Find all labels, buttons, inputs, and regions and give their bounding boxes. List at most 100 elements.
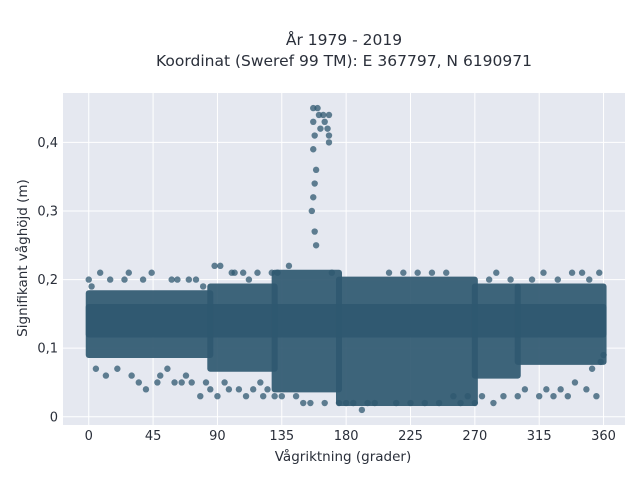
data-point bbox=[400, 269, 407, 276]
data-point bbox=[214, 392, 221, 400]
data-point bbox=[364, 399, 371, 407]
data-point bbox=[92, 365, 100, 372]
data-point bbox=[328, 269, 336, 276]
data-point bbox=[507, 276, 514, 283]
data-point bbox=[257, 379, 264, 386]
data-point bbox=[235, 386, 243, 393]
data-point bbox=[202, 379, 210, 386]
y-axis-label: Signifikant våghöjd (m) bbox=[14, 179, 31, 337]
data-point bbox=[325, 111, 333, 119]
data-point bbox=[307, 399, 314, 407]
data-point bbox=[320, 111, 327, 119]
data-point bbox=[125, 269, 132, 276]
data-point bbox=[325, 132, 333, 139]
point-cloud bbox=[85, 269, 607, 407]
data-point bbox=[211, 262, 218, 270]
x-tick-label: 225 bbox=[398, 429, 423, 444]
point-density-block bbox=[85, 304, 607, 338]
data-point bbox=[312, 166, 320, 174]
data-point bbox=[225, 386, 233, 393]
x-tick-label: 270 bbox=[462, 429, 487, 444]
data-point bbox=[321, 118, 328, 126]
data-point bbox=[174, 276, 181, 283]
y-tick-label: 0,2 bbox=[37, 273, 58, 288]
data-point bbox=[571, 379, 579, 386]
x-axis-ticks: 0 45 90 135 180 225 270 315 360 bbox=[85, 429, 616, 444]
data-point bbox=[342, 399, 350, 407]
data-point bbox=[135, 379, 142, 386]
data-point bbox=[260, 392, 267, 400]
data-point bbox=[350, 399, 357, 407]
data-point bbox=[311, 180, 318, 187]
data-point bbox=[157, 372, 164, 379]
data-point bbox=[249, 386, 257, 393]
data-point bbox=[564, 392, 571, 400]
y-axis-ticks: 0 0,1 0,2 0,3 0,4 bbox=[37, 136, 58, 425]
data-point bbox=[164, 365, 171, 372]
chart-title-line2: Koordinat (Sweref 99 TM): E 367797, N 61… bbox=[156, 52, 532, 70]
data-point bbox=[514, 392, 521, 400]
point-density-block bbox=[335, 276, 478, 407]
data-point bbox=[308, 207, 316, 215]
data-point bbox=[221, 379, 228, 386]
data-point bbox=[478, 392, 486, 400]
data-point bbox=[171, 379, 178, 386]
chart-title-line1: År 1979 - 2019 bbox=[286, 30, 402, 49]
data-point bbox=[178, 379, 185, 386]
data-point bbox=[557, 386, 564, 393]
data-point bbox=[535, 392, 543, 400]
data-point bbox=[207, 386, 214, 393]
data-point bbox=[85, 276, 92, 283]
data-point bbox=[443, 269, 450, 276]
data-point bbox=[268, 269, 275, 276]
data-point bbox=[521, 386, 529, 393]
y-tick-label: 0,4 bbox=[37, 136, 58, 151]
data-point bbox=[588, 365, 596, 372]
data-point bbox=[335, 399, 343, 407]
data-point bbox=[593, 392, 600, 400]
data-point bbox=[185, 276, 193, 283]
data-point bbox=[278, 392, 285, 400]
data-point bbox=[264, 386, 271, 393]
data-point bbox=[154, 379, 161, 386]
data-point bbox=[121, 276, 128, 283]
data-point bbox=[428, 269, 436, 276]
data-point bbox=[114, 365, 121, 372]
data-point bbox=[274, 269, 281, 276]
data-point bbox=[471, 399, 479, 407]
data-point bbox=[450, 392, 457, 400]
data-point bbox=[310, 194, 317, 201]
data-point bbox=[485, 276, 493, 283]
x-tick-label: 0 bbox=[85, 429, 93, 444]
data-point bbox=[310, 118, 317, 126]
data-point bbox=[578, 269, 586, 276]
x-tick-label: 360 bbox=[591, 429, 616, 444]
data-point bbox=[310, 146, 317, 153]
data-point bbox=[540, 269, 547, 276]
data-point bbox=[314, 104, 321, 112]
data-point bbox=[358, 406, 366, 414]
data-point bbox=[528, 276, 536, 283]
data-point bbox=[321, 399, 328, 407]
data-point bbox=[550, 392, 557, 400]
x-tick-label: 45 bbox=[145, 429, 162, 444]
data-point bbox=[311, 132, 318, 139]
data-point bbox=[596, 269, 603, 276]
data-point bbox=[148, 269, 155, 276]
data-point bbox=[586, 276, 593, 283]
data-point bbox=[493, 269, 500, 276]
y-tick-label: 0 bbox=[50, 410, 58, 425]
data-point bbox=[292, 392, 300, 400]
data-point bbox=[242, 392, 250, 400]
data-point bbox=[182, 372, 190, 379]
data-point bbox=[392, 399, 400, 407]
data-point bbox=[324, 125, 331, 132]
data-point bbox=[285, 262, 293, 270]
data-point bbox=[245, 276, 253, 283]
data-point bbox=[554, 276, 561, 283]
data-point bbox=[312, 242, 320, 249]
data-point bbox=[421, 399, 428, 407]
data-point bbox=[597, 358, 604, 366]
data-point bbox=[254, 269, 261, 276]
data-point bbox=[500, 392, 507, 400]
